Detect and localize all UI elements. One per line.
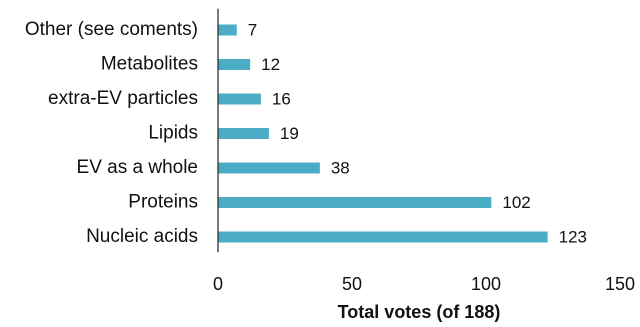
- category-label: extra-EV particles: [48, 88, 198, 109]
- bar: [218, 197, 492, 208]
- value-label: 7: [248, 20, 257, 39]
- value-label: 38: [331, 158, 350, 177]
- bar: [218, 59, 251, 70]
- category-label: Metabolites: [101, 54, 198, 75]
- value-labels: 712 16 19 38 102 123: [248, 20, 587, 246]
- value-label: 102: [502, 193, 530, 212]
- category-labels: Other (see coments) Metabolites extra-EV p…: [25, 19, 198, 247]
- bars-group: [218, 24, 548, 243]
- bar: [218, 24, 237, 36]
- x-axis-title: Total votes (of 188): [338, 302, 501, 322]
- bar: [218, 93, 261, 105]
- x-tick-label: 100: [471, 274, 501, 294]
- value-label: 19: [280, 124, 299, 143]
- bar: [218, 231, 548, 243]
- bar: [218, 162, 320, 174]
- value-label: 16: [272, 89, 291, 108]
- x-tick-label: 50: [342, 274, 362, 294]
- bar: [218, 128, 269, 139]
- x-tick-label: 0: [213, 274, 223, 294]
- category-label: EV as a whole: [77, 157, 198, 178]
- category-label: Proteins: [128, 192, 198, 213]
- x-tick-label: 150: [605, 274, 635, 294]
- x-tick-labels: 0 50 100 150: [213, 274, 635, 294]
- value-label: 123: [559, 227, 587, 246]
- category-label: Other (see coments): [25, 19, 198, 40]
- category-label: Nucleic acids: [86, 226, 198, 247]
- value-label: 12: [261, 55, 280, 74]
- category-label: Lipids: [148, 123, 198, 144]
